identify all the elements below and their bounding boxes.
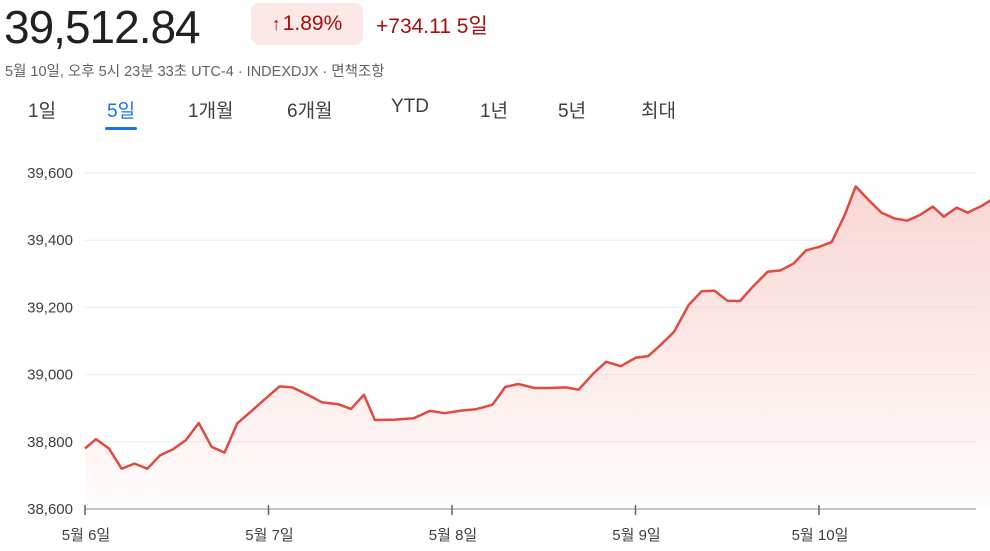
y-tick-label: 39,000 (27, 367, 73, 384)
change-percent: 1.89% (282, 12, 343, 35)
y-tick-label: 39,200 (27, 299, 73, 316)
current-price: 39,512.84 (4, 1, 201, 53)
active-tab-indicator (105, 127, 138, 130)
y-tick-label: 38,800 (27, 434, 73, 451)
tab-max[interactable]: 최대 (641, 101, 676, 122)
x-tick-label: 5월 7일 (245, 527, 293, 544)
y-tick-label: 38,600 (27, 501, 73, 518)
timestamp-subline: 5월 10일, 오후 5시 23분 33초 UTC-4 · INDEXDJX ·… (5, 64, 385, 80)
tab-1d[interactable]: 1일 (28, 101, 57, 122)
x-tick-label: 5월 10일 (792, 527, 849, 544)
y-tick-label: 39,600 (27, 165, 73, 182)
tab-5d[interactable]: 5일 (105, 96, 138, 130)
change-value: +734.11 5일 (376, 15, 488, 38)
tab-1m[interactable]: 1개월 (188, 101, 234, 122)
tab-6m[interactable]: 6개월 (287, 101, 333, 122)
price-line (84, 185, 990, 470)
price-chart[interactable]: 39,600 39,400 39,200 39,000 38,800 38,600 5월 6… (0, 140, 990, 551)
tab-5y[interactable]: 5년 (558, 101, 587, 122)
x-tick-label: 5월 6일 (62, 527, 110, 544)
change-percent-badge: ↑ 1.89% (251, 3, 363, 45)
range-tabs: 1일 5일 1개월 6개월 YTD 1년 5년 최대 (0, 96, 760, 136)
price-area-fill (85, 186, 990, 509)
tab-ytd[interactable]: YTD (391, 96, 429, 117)
arrow-up-icon: ↑ (271, 13, 281, 34)
x-tick-label: 5월 8일 (429, 527, 477, 544)
y-tick-label: 39,400 (27, 232, 73, 249)
tab-1y[interactable]: 1년 (480, 101, 509, 122)
x-tick-label: 5월 9일 (612, 527, 660, 544)
